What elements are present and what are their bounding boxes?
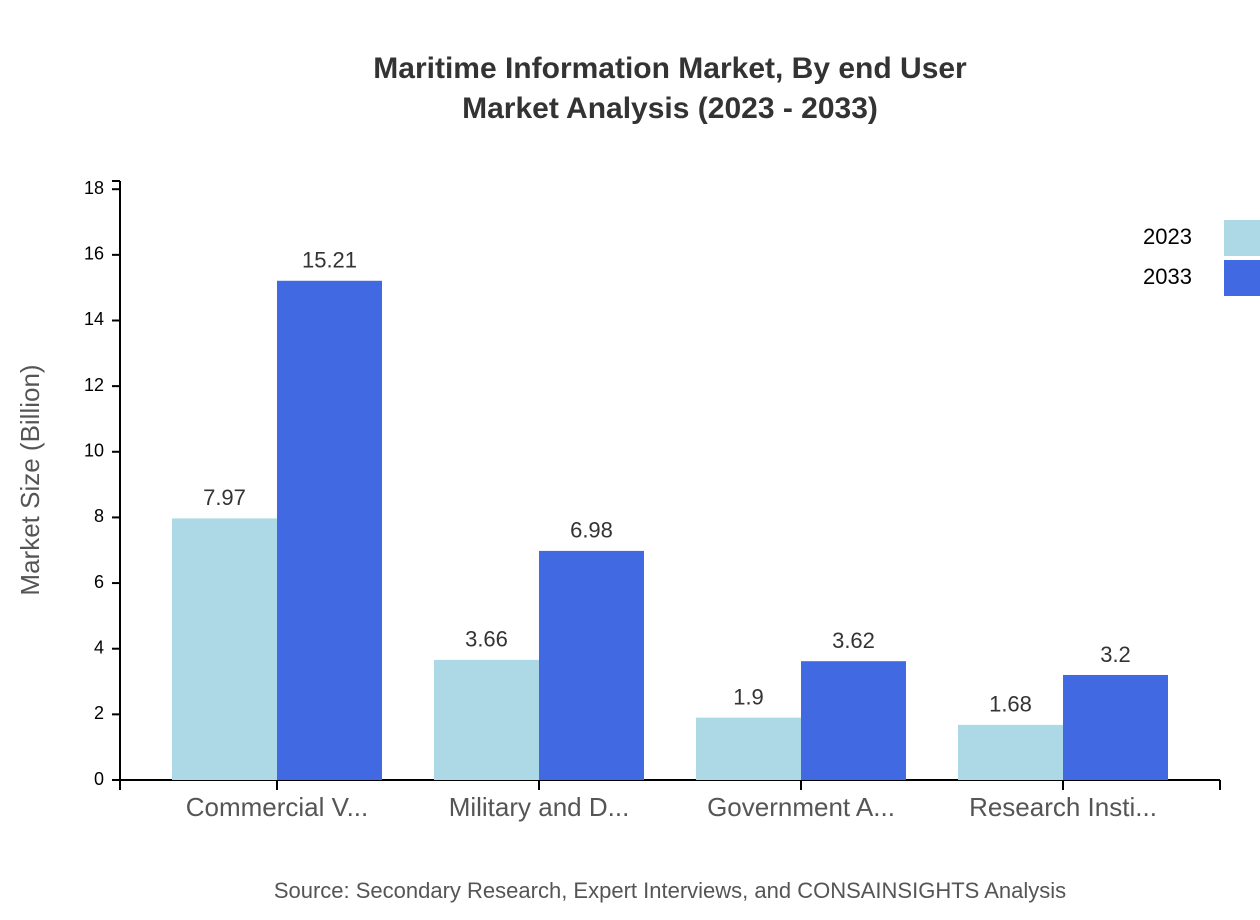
y-tick-label: 8 xyxy=(94,506,104,526)
value-label: 1.9 xyxy=(733,684,764,709)
x-tick-label: Research Insti... xyxy=(969,792,1157,822)
bar xyxy=(539,550,644,780)
value-label: 15.21 xyxy=(302,248,357,273)
chart-title: Maritime Information Market, By end User xyxy=(373,52,967,85)
value-label: 3.66 xyxy=(465,627,508,652)
y-tick-label: 18 xyxy=(84,178,104,198)
value-label: 3.2 xyxy=(1100,642,1131,667)
y-tick-label: 10 xyxy=(84,441,104,461)
bar xyxy=(801,661,906,780)
bar xyxy=(434,659,539,780)
bar xyxy=(277,280,382,780)
x-tick-label: Commercial V... xyxy=(186,792,369,822)
legend-label: 2033 xyxy=(1143,264,1192,289)
y-axis-label: Market Size (Billion) xyxy=(15,364,45,595)
source-note: Source: Secondary Research, Expert Inter… xyxy=(274,878,1066,903)
bar xyxy=(1063,674,1168,780)
y-tick-label: 6 xyxy=(94,572,104,592)
bar xyxy=(696,717,801,780)
value-label: 3.62 xyxy=(832,628,875,653)
chart-subtitle: Market Analysis (2023 - 2033) xyxy=(462,92,878,125)
bar xyxy=(958,724,1063,780)
y-tick-label: 12 xyxy=(84,375,104,395)
x-tick-label: Government A... xyxy=(707,792,895,822)
x-tick-label: Military and D... xyxy=(449,792,630,822)
legend-swatch xyxy=(1224,260,1260,296)
y-tick-label: 0 xyxy=(94,769,104,789)
legend-label: 2023 xyxy=(1143,224,1192,249)
y-tick-label: 16 xyxy=(84,244,104,264)
value-label: 1.68 xyxy=(989,692,1032,717)
legend-swatch xyxy=(1224,220,1260,256)
y-tick-label: 2 xyxy=(94,703,104,723)
y-tick-label: 14 xyxy=(84,309,104,329)
y-tick-label: 4 xyxy=(94,637,104,657)
bar xyxy=(172,518,277,780)
value-label: 6.98 xyxy=(570,518,613,543)
value-label: 7.97 xyxy=(203,485,246,510)
